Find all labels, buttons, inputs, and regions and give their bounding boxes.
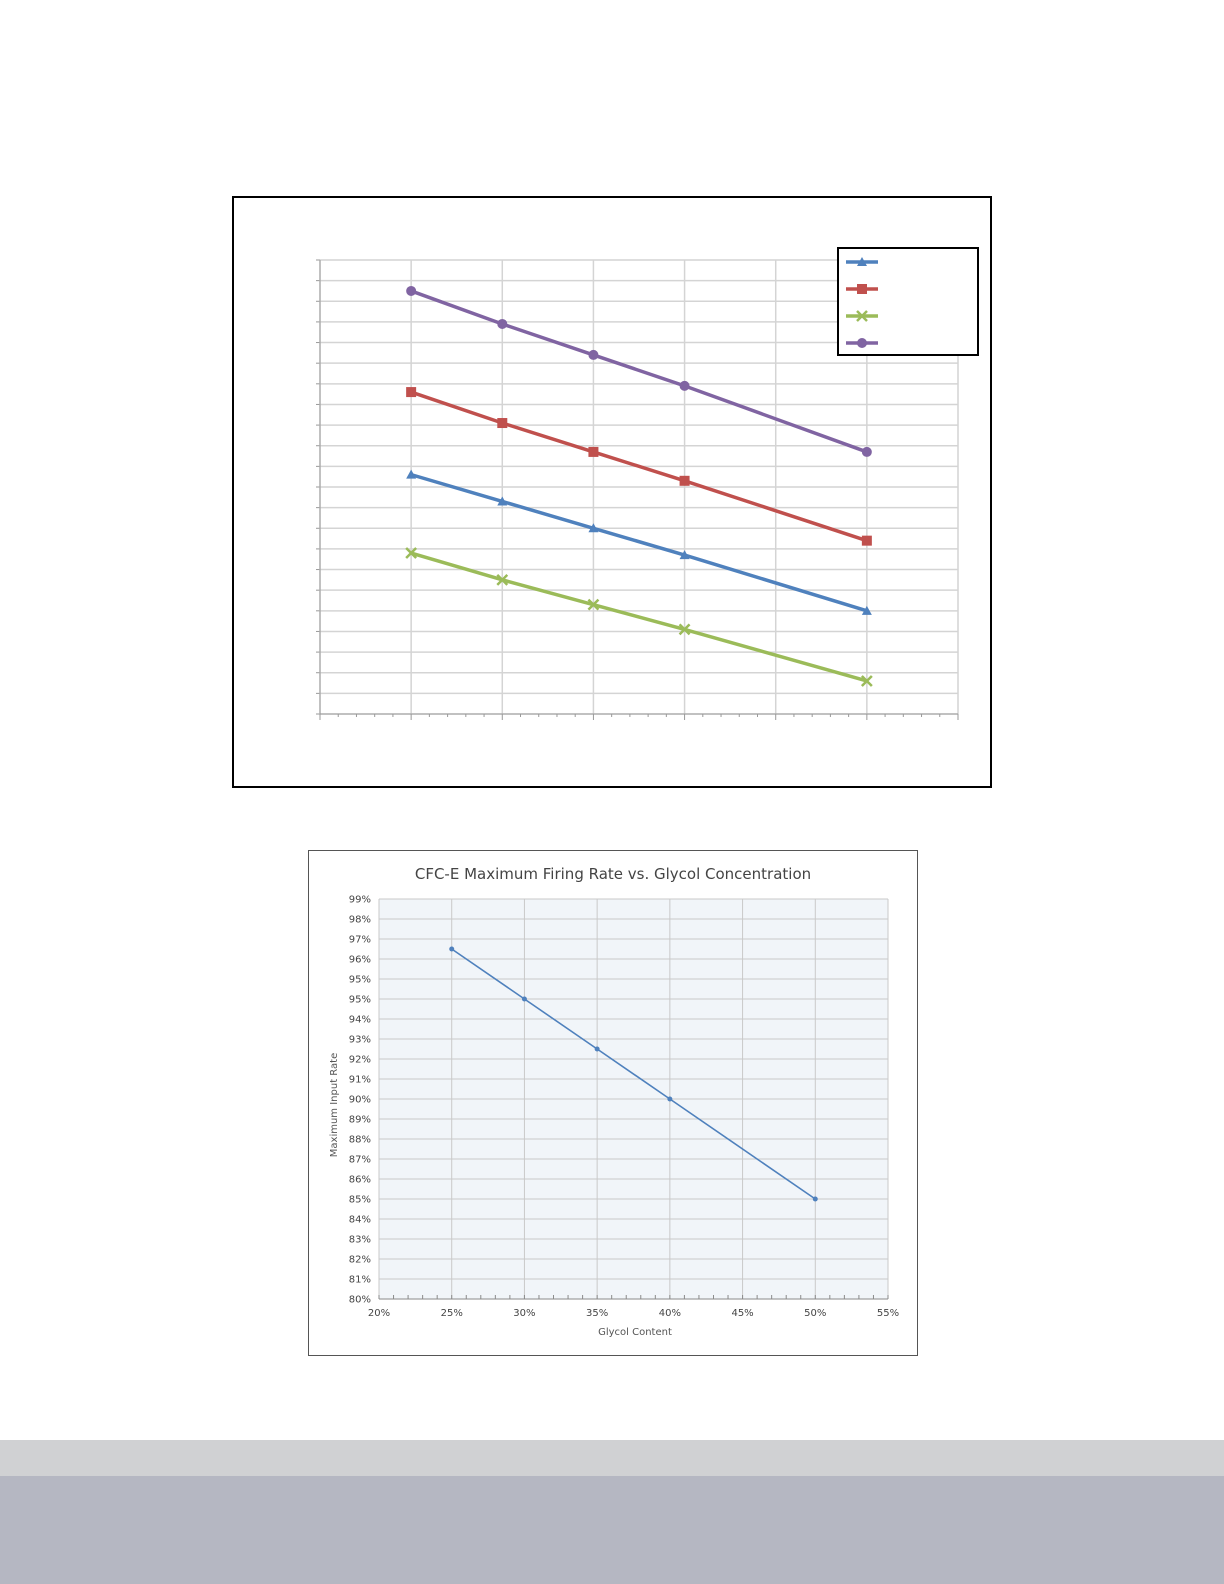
series-point xyxy=(521,996,527,1002)
series-1-point xyxy=(679,550,690,560)
footer-band xyxy=(0,1440,1224,1476)
legend-swatch-marker xyxy=(856,310,868,322)
y-tick-label: 82% xyxy=(349,1255,371,1266)
series-4-point xyxy=(679,380,690,391)
x-tick-label: 55% xyxy=(877,1308,899,1319)
series-3-point xyxy=(587,598,600,611)
y-tick-label: 97% xyxy=(349,935,371,946)
y-tick-label: 81% xyxy=(349,1275,371,1286)
y-tick-label: 84% xyxy=(349,1215,371,1226)
x-axis-title: Glycol Content xyxy=(598,1327,672,1338)
series-2-point xyxy=(679,475,690,486)
series-1-point xyxy=(497,496,508,506)
series-3-point xyxy=(496,573,509,586)
series-point xyxy=(594,1046,600,1052)
y-tick-label: 88% xyxy=(349,1135,371,1146)
series-2-point xyxy=(497,418,508,429)
series-4-point xyxy=(497,318,508,329)
y-tick-label: 95% xyxy=(349,975,371,986)
series-3-point xyxy=(678,623,691,636)
x-tick-label: 30% xyxy=(513,1308,535,1319)
x-tick-label: 50% xyxy=(804,1308,826,1319)
y-tick-label: 90% xyxy=(349,1095,371,1106)
x-tick-label: 20% xyxy=(368,1308,390,1319)
x-tick-label: 25% xyxy=(441,1308,463,1319)
series-point xyxy=(449,946,455,952)
y-tick-label: 95% xyxy=(349,995,371,1006)
series-point xyxy=(812,1196,818,1202)
series-2-point xyxy=(406,387,417,398)
y-tick-label: 94% xyxy=(349,1015,371,1026)
y-tick-label: 89% xyxy=(349,1115,371,1126)
x-tick-label: 40% xyxy=(659,1308,681,1319)
chart-1 xyxy=(232,196,992,788)
series-point xyxy=(667,1096,673,1102)
y-tick-label: 99% xyxy=(349,895,371,906)
y-tick-label: 96% xyxy=(349,955,371,966)
legend-swatch-marker xyxy=(857,284,867,294)
legend-swatch-marker xyxy=(857,338,867,348)
y-tick-label: 91% xyxy=(349,1075,371,1086)
x-tick-label: 35% xyxy=(586,1308,608,1319)
chart-title: CFC-E Maximum Firing Rate vs. Glycol Con… xyxy=(415,865,811,883)
y-tick-label: 85% xyxy=(349,1195,371,1206)
y-tick-label: 83% xyxy=(349,1235,371,1246)
series-4-point xyxy=(406,285,417,296)
y-tick-label: 92% xyxy=(349,1055,371,1066)
legend-swatch-marker xyxy=(857,257,867,266)
y-tick-label: 87% xyxy=(349,1155,371,1166)
series-2-point xyxy=(861,535,872,546)
y-tick-label: 86% xyxy=(349,1175,371,1186)
series-4-point xyxy=(861,446,872,457)
y-tick-label: 93% xyxy=(349,1035,371,1046)
series-4-point xyxy=(588,349,599,360)
chart-2-plot: CFC-E Maximum Firing Rate vs. Glycol Con… xyxy=(329,865,899,1338)
chart-1-plot xyxy=(316,247,979,720)
series-3-point xyxy=(405,547,418,559)
y-tick-label: 98% xyxy=(349,915,371,926)
series-1-point xyxy=(861,605,872,615)
series-1-point xyxy=(588,523,599,533)
series-2-point xyxy=(588,446,599,457)
footer-band-dark xyxy=(0,1476,1224,1584)
series-1-point xyxy=(406,469,417,479)
x-tick-label: 45% xyxy=(731,1308,753,1319)
y-tick-label: 80% xyxy=(349,1295,371,1306)
chart-2: CFC-E Maximum Firing Rate vs. Glycol Con… xyxy=(308,850,918,1356)
series-3-point xyxy=(860,675,873,687)
y-axis-title: Maximum Input Rate xyxy=(329,1053,340,1157)
